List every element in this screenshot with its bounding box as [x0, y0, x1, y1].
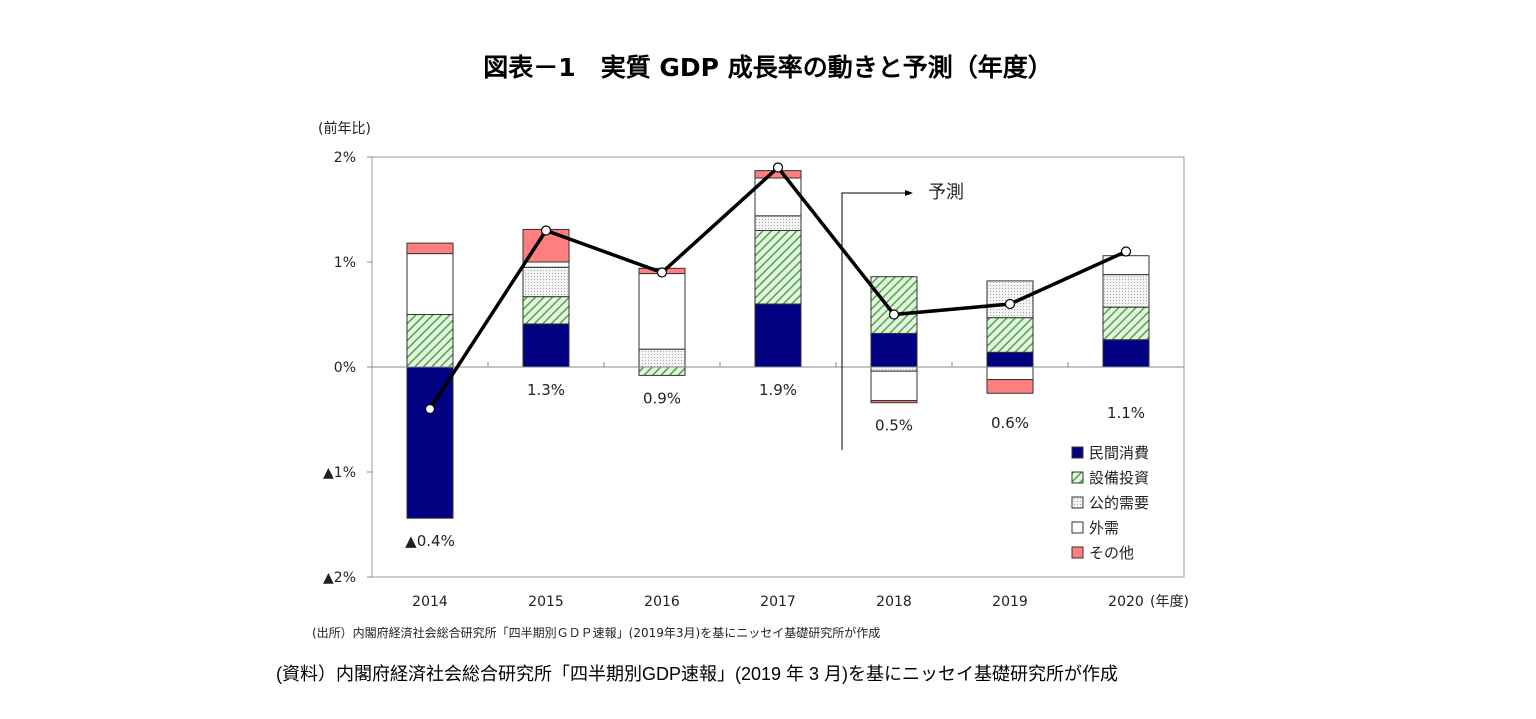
data-label: 1.1%	[1107, 404, 1145, 422]
data-label: 0.9%	[643, 389, 681, 407]
legend-swatch	[1071, 521, 1084, 534]
bar-segment-2019-s1	[986, 317, 1034, 353]
source-note: (出所）内閣府経済社会総合研究所「四半期別ＧＤＰ速報」(2019年3月)を基にニ…	[312, 625, 880, 640]
x-axis-label: (年度)	[1150, 594, 1189, 610]
bar-segment-2019-s3	[986, 366, 1034, 381]
growth-rate-point	[888, 309, 900, 320]
bar-segment-2018-s3	[870, 370, 918, 402]
bar-segment-2015-s2	[522, 266, 570, 298]
x-tick-label: 2017	[760, 594, 796, 610]
growth-rate-point	[772, 162, 784, 173]
legend-label: 設備投資	[1089, 469, 1149, 487]
bar-segment-2020-s2	[1102, 274, 1150, 308]
forecast-arrow	[841, 190, 913, 450]
y-tick-label: 2%	[334, 150, 356, 166]
legend-label: その他	[1089, 544, 1134, 562]
y-tick-label: 0%	[334, 360, 356, 376]
y-tick-label: ▲1%	[323, 465, 356, 481]
page-title: 図表－1 実質 GDP 成長率の動きと予測（年度）	[483, 53, 1053, 82]
bar-segment-2020-s0	[1102, 339, 1150, 368]
x-tick-label: 2016	[644, 594, 680, 610]
data-label: 0.5%	[875, 417, 913, 435]
bar-segment-2014-s1	[406, 314, 454, 368]
forecast-label: 予測	[928, 182, 964, 203]
data-label: ▲0.4%	[405, 532, 455, 550]
bar-segment-2015-s1	[522, 296, 570, 325]
legend-label: 外需	[1089, 519, 1119, 537]
x-tick-label: 2020	[1108, 594, 1144, 610]
growth-rate-point	[1120, 246, 1132, 257]
bar-segment-2014-s4	[406, 242, 454, 255]
legend-swatch	[1071, 546, 1084, 559]
data-label: 0.6%	[991, 414, 1029, 432]
legend-swatch	[1071, 446, 1084, 459]
growth-rate-point	[424, 403, 436, 415]
bar-segment-2016-s3	[638, 273, 686, 350]
bar-segment-2018-s2	[870, 366, 918, 372]
bar-segment-2018-s4	[870, 400, 918, 404]
bar-segment-2019-s0	[986, 351, 1034, 368]
legend-swatch	[1071, 471, 1084, 484]
bar-segment-2016-s1	[638, 366, 686, 376]
legend-label: 公的需要	[1089, 494, 1149, 512]
y-tick-label: 1%	[334, 255, 356, 271]
bar-segment-2015-s0	[522, 323, 570, 368]
bar-segment-2015-s3	[522, 261, 570, 268]
bar-segment-2018-s0	[870, 332, 918, 368]
bar-segment-2014-s3	[406, 253, 454, 316]
bar-segment-2017-s0	[754, 303, 802, 368]
bar-segment-2019-s4	[986, 379, 1034, 394]
bar-segment-2016-s2	[638, 348, 686, 368]
x-tick-label: 2019	[992, 594, 1028, 610]
growth-rate-point	[656, 267, 668, 278]
growth-rate-point	[1004, 298, 1016, 310]
bar-segment-2017-s1	[754, 230, 802, 305]
x-tick-label: 2014	[412, 594, 448, 610]
bar-segment-2017-s2	[754, 215, 802, 232]
bar-segment-2018-s1	[870, 276, 918, 334]
legend-label: 民間消費	[1089, 444, 1149, 462]
resource-note: (資料）内閣府経済社会総合研究所「四半期別GDP速報」(2019 年 3 月)を…	[276, 664, 1119, 684]
bar-segment-2020-s1	[1102, 306, 1150, 341]
y-axis-label: (前年比)	[318, 120, 371, 137]
forecast-annotation: 予測	[841, 182, 964, 450]
growth-rate-point	[540, 225, 552, 236]
x-tick-label: 2018	[876, 594, 912, 610]
y-tick-label: ▲2%	[323, 570, 356, 586]
bar-segment-2014-s0	[406, 366, 454, 519]
data-label: 1.9%	[759, 381, 797, 399]
legend-swatch	[1071, 496, 1084, 509]
data-label: 1.3%	[527, 381, 565, 399]
x-tick-label: 2015	[528, 594, 564, 610]
